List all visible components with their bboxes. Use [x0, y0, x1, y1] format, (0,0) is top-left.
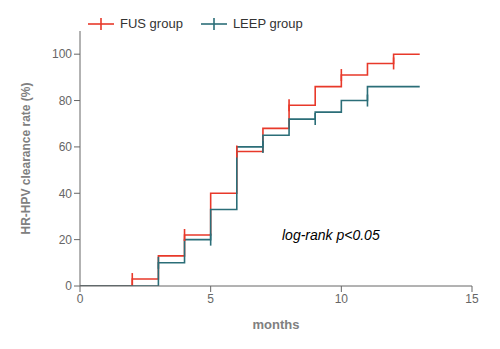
svg-text:HR-HPV clearance rate (%): HR-HPV clearance rate (%) [19, 82, 33, 234]
svg-text:log-rank p<0.05: log-rank p<0.05 [282, 227, 380, 243]
svg-text:10: 10 [335, 292, 349, 306]
html-text:LEEP group: LEEP group [232, 16, 303, 31]
svg-text:0: 0 [65, 279, 72, 293]
svg-text:20: 20 [59, 233, 73, 247]
svg-text:60: 60 [59, 140, 73, 154]
svg-text:100: 100 [52, 47, 72, 61]
svg-text:5: 5 [207, 292, 214, 306]
svg-text:0: 0 [77, 292, 84, 306]
svg-text:15: 15 [465, 292, 479, 306]
html-text:FUS group: FUS group [120, 16, 183, 31]
svg-text:months: months [253, 317, 300, 332]
svg-text:40: 40 [59, 187, 73, 201]
svg-text:80: 80 [59, 94, 73, 108]
